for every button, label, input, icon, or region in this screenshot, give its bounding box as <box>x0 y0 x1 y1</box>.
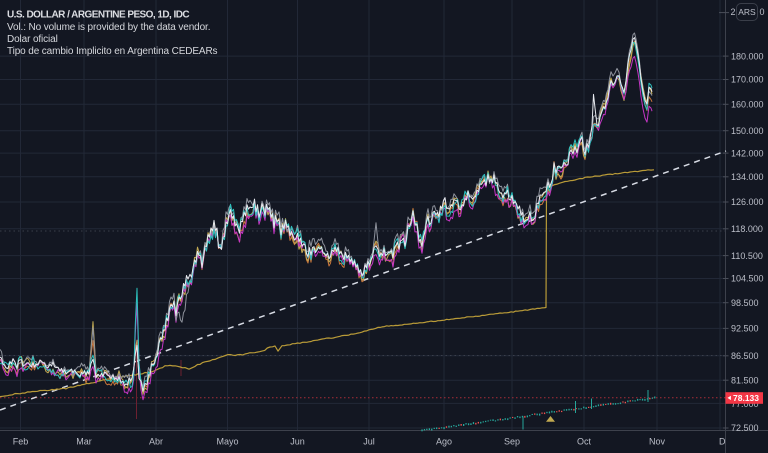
svg-text:134.000: 134.000 <box>731 172 764 182</box>
svg-text:Tipo de cambio Implicito en Ar: Tipo de cambio Implicito en Argentina CE… <box>7 46 218 57</box>
svg-text:U.S. DOLLAR / ARGENTINE PESO,: U.S. DOLLAR / ARGENTINE PESO, 1D, IDC <box>7 10 189 21</box>
svg-text:Vol.: No volume is provided by: Vol.: No volume is provided by the data … <box>7 22 210 33</box>
svg-text:104.500: 104.500 <box>731 274 764 284</box>
svg-text:Mar: Mar <box>76 437 92 447</box>
svg-text:Abr: Abr <box>149 437 163 447</box>
svg-text:142.000: 142.000 <box>731 148 764 158</box>
svg-text:Feb: Feb <box>13 437 29 447</box>
svg-text:78.133: 78.133 <box>733 393 759 403</box>
svg-text:150.000: 150.000 <box>731 126 764 136</box>
svg-text:ARS: ARS <box>738 7 756 17</box>
svg-text:Mayo: Mayo <box>216 437 238 447</box>
svg-text:92.500: 92.500 <box>731 324 759 334</box>
svg-text:D: D <box>719 437 726 447</box>
svg-text:180.000: 180.000 <box>731 51 764 61</box>
svg-text:Jun: Jun <box>290 437 305 447</box>
svg-text:Dolar oficial: Dolar oficial <box>7 34 58 45</box>
svg-text:98.500: 98.500 <box>731 298 759 308</box>
svg-text:Oct: Oct <box>577 437 592 447</box>
svg-text:86.500: 86.500 <box>731 351 759 361</box>
svg-text:110.500: 110.500 <box>731 251 763 261</box>
svg-text:Sep: Sep <box>504 437 520 447</box>
svg-text:Ago: Ago <box>436 437 452 447</box>
svg-text:126.000: 126.000 <box>731 197 764 207</box>
svg-text:170.000: 170.000 <box>731 75 764 85</box>
svg-text:118.000: 118.000 <box>731 224 763 234</box>
svg-text:72.500: 72.500 <box>731 423 759 433</box>
svg-text:160.000: 160.000 <box>731 100 764 110</box>
svg-text:0: 0 <box>760 7 765 17</box>
svg-text:81.500: 81.500 <box>731 375 759 385</box>
svg-text:Nov: Nov <box>649 437 666 447</box>
svg-text:Jul: Jul <box>363 437 375 447</box>
svg-text:2: 2 <box>731 7 736 17</box>
